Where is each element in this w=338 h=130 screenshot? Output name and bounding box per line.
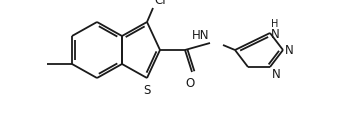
Text: H: H: [271, 19, 279, 29]
Text: HN: HN: [192, 29, 209, 42]
Text: O: O: [185, 77, 195, 90]
Text: N: N: [285, 44, 294, 57]
Text: Cl: Cl: [154, 0, 166, 7]
Text: S: S: [143, 84, 151, 97]
Text: N: N: [271, 28, 280, 41]
Text: N: N: [272, 68, 281, 81]
